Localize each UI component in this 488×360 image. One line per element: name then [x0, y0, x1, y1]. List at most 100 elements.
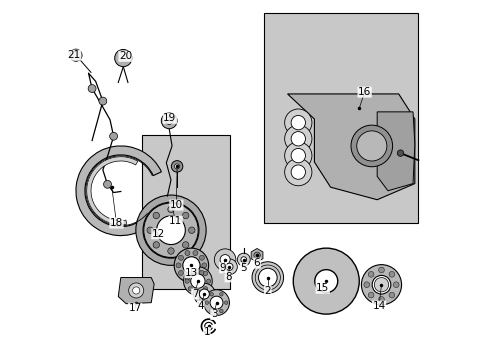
Circle shape [109, 132, 117, 140]
Text: 17: 17 [128, 303, 142, 314]
Text: 18: 18 [110, 218, 123, 228]
Circle shape [373, 278, 388, 292]
Circle shape [284, 158, 311, 186]
Circle shape [128, 283, 143, 298]
Circle shape [188, 287, 192, 291]
Circle shape [251, 262, 283, 293]
Text: 15: 15 [315, 283, 328, 293]
Circle shape [206, 279, 210, 283]
Circle shape [219, 292, 223, 296]
Circle shape [195, 268, 200, 273]
Text: 11: 11 [169, 216, 182, 226]
Circle shape [176, 263, 181, 268]
Circle shape [219, 309, 223, 313]
Wedge shape [86, 157, 138, 225]
Circle shape [167, 248, 174, 254]
Text: 7: 7 [191, 289, 198, 299]
Circle shape [183, 257, 200, 274]
Circle shape [225, 263, 233, 270]
Circle shape [156, 216, 185, 244]
Circle shape [378, 297, 384, 302]
Circle shape [204, 301, 208, 305]
Circle shape [209, 309, 213, 313]
Circle shape [153, 212, 159, 219]
Circle shape [388, 292, 394, 298]
Circle shape [192, 251, 198, 256]
Text: 6: 6 [253, 258, 260, 268]
Circle shape [224, 301, 227, 305]
Text: 12: 12 [151, 229, 165, 239]
Circle shape [182, 242, 188, 248]
Circle shape [221, 259, 237, 275]
Circle shape [314, 270, 337, 293]
Circle shape [220, 255, 230, 265]
Circle shape [356, 131, 386, 161]
Circle shape [184, 279, 189, 283]
Bar [142, 135, 230, 289]
Bar [264, 13, 418, 223]
Circle shape [284, 125, 311, 152]
Circle shape [184, 275, 189, 280]
Circle shape [284, 109, 311, 136]
Circle shape [70, 49, 82, 61]
Circle shape [290, 116, 305, 130]
Circle shape [136, 195, 206, 265]
Circle shape [178, 270, 183, 275]
Circle shape [367, 292, 373, 298]
Circle shape [203, 287, 207, 291]
Circle shape [178, 255, 183, 260]
Circle shape [361, 265, 401, 305]
Circle shape [188, 227, 195, 233]
Text: 9: 9 [219, 263, 226, 273]
Circle shape [153, 242, 159, 248]
Circle shape [253, 252, 260, 258]
Circle shape [115, 49, 132, 67]
Polygon shape [118, 278, 154, 304]
Text: 16: 16 [357, 87, 370, 97]
Circle shape [174, 164, 179, 169]
Circle shape [184, 251, 189, 256]
Circle shape [367, 271, 373, 277]
Circle shape [199, 255, 204, 260]
Text: 8: 8 [224, 272, 231, 282]
Circle shape [290, 132, 305, 146]
Circle shape [195, 290, 200, 294]
Circle shape [284, 142, 311, 169]
Circle shape [147, 227, 153, 233]
Circle shape [237, 253, 250, 266]
Text: 1: 1 [203, 327, 210, 337]
Circle shape [167, 206, 174, 213]
Polygon shape [376, 112, 414, 191]
Text: 4: 4 [197, 301, 203, 311]
Text: 19: 19 [163, 113, 176, 123]
Circle shape [214, 249, 235, 270]
Circle shape [182, 212, 188, 219]
Circle shape [258, 268, 277, 287]
Circle shape [142, 202, 199, 258]
Circle shape [210, 296, 223, 309]
Circle shape [371, 275, 390, 294]
Text: 2: 2 [264, 286, 270, 296]
Circle shape [203, 290, 229, 316]
Circle shape [88, 85, 96, 93]
Polygon shape [251, 248, 263, 262]
Circle shape [174, 248, 208, 283]
Circle shape [132, 287, 140, 294]
Circle shape [209, 292, 213, 296]
Circle shape [290, 148, 305, 163]
Circle shape [290, 165, 305, 179]
Circle shape [188, 271, 192, 276]
Circle shape [350, 125, 392, 167]
Circle shape [183, 267, 212, 296]
Circle shape [199, 270, 204, 275]
Text: 5: 5 [240, 263, 246, 273]
Circle shape [396, 150, 403, 156]
Circle shape [190, 274, 204, 288]
Wedge shape [76, 146, 161, 235]
Circle shape [199, 289, 209, 299]
Circle shape [203, 271, 207, 276]
Circle shape [363, 282, 369, 288]
Circle shape [392, 282, 398, 288]
Circle shape [202, 263, 206, 268]
Circle shape [193, 283, 215, 305]
